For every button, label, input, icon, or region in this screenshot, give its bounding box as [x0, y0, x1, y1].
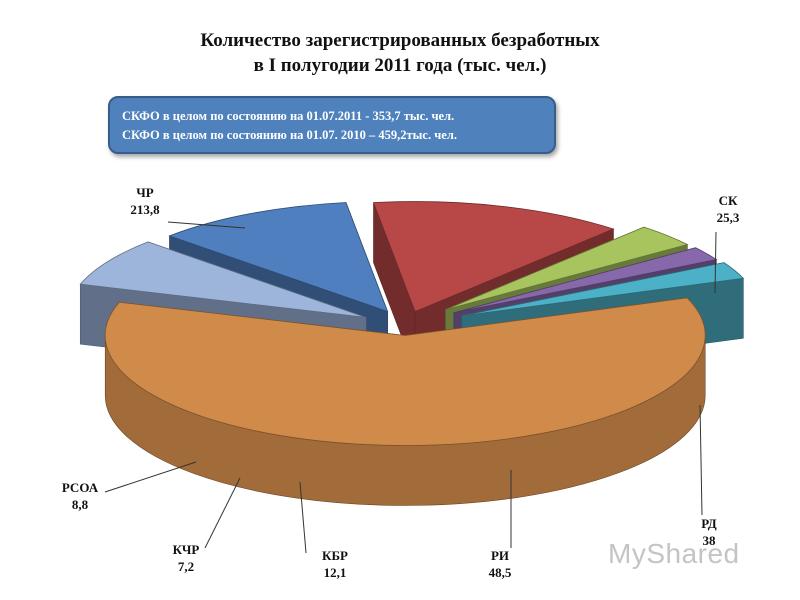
category-label-6: КЧР	[173, 542, 200, 557]
value-label-6: 7,2	[178, 559, 194, 574]
leader-line-7	[104, 461, 197, 493]
slice-6-top	[453, 247, 718, 314]
summary-callout-box: СКФО в целом по состоянию на 01.07.2011 …	[108, 96, 556, 154]
value-label-1: 213,8	[130, 202, 160, 217]
leader-line-6	[204, 477, 241, 549]
value-label-2: 25,3	[717, 210, 740, 225]
category-label-5: КБР	[322, 548, 348, 563]
chart-title-line-1: Количество зарегистрированных безработны…	[200, 30, 600, 51]
leader-line-2	[714, 231, 717, 294]
category-label-7: РСОА	[62, 480, 99, 495]
slice-5-top	[445, 226, 689, 310]
value-label-7: 8,8	[72, 497, 89, 512]
slice-1	[104, 297, 706, 506]
slice-7-top	[461, 262, 745, 317]
category-label-2: СК	[719, 193, 738, 208]
category-label-3: РД	[701, 516, 717, 531]
slice-1-top	[104, 297, 706, 446]
category-label-1: ЧР	[136, 185, 154, 200]
watermark-logo: MyShared	[608, 538, 740, 570]
slice-4-top	[372, 201, 615, 313]
summary-line-2010: СКФО в целом по состоянию на 01.07. 2010…	[122, 128, 457, 142]
summary-line-2011: СКФО в целом по состоянию на 01.07.2011 …	[122, 109, 455, 123]
leader-line-3	[699, 404, 703, 516]
category-label-4: РИ	[491, 548, 509, 563]
value-label-5: 12,1	[324, 565, 347, 580]
slice-labels: ЧР 213,8 СК 25,3 РД 38 РИ 48,5 КБР 12,1 КЧР 7,2 РСОА…	[62, 185, 740, 580]
value-label-3: 38	[703, 533, 717, 548]
leader-line-5	[299, 481, 307, 554]
value-label-4: 48,5	[489, 565, 512, 580]
leader-line-1	[167, 221, 246, 229]
slice-3-top	[168, 202, 389, 313]
chart-title-line-2: в I полугодии 2011 года (тыс. чел.)	[253, 55, 547, 76]
slice-2-top	[79, 241, 367, 318]
pie-slices	[79, 201, 745, 506]
watermark-text: MyShared	[608, 538, 740, 569]
